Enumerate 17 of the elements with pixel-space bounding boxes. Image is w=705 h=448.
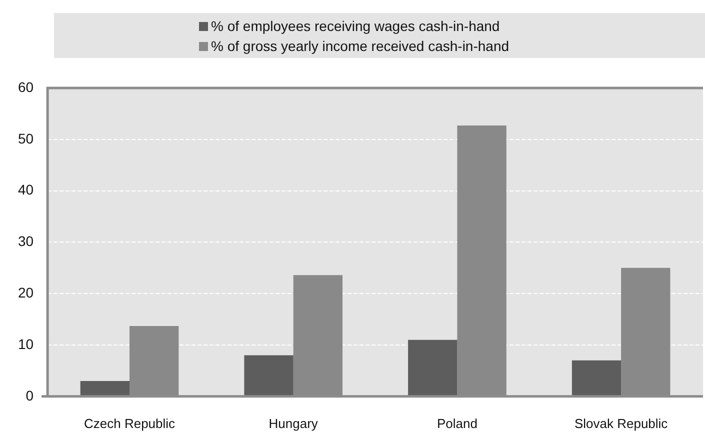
bar: [80, 380, 130, 396]
y-tick-label: 20: [18, 284, 34, 300]
x-tick-label: Slovak Republic: [574, 416, 668, 431]
y-tick-label: 60: [18, 78, 34, 95]
legend-label: % of gross yearly income received cash-in-hand: [211, 38, 510, 54]
y-tick-label: 10: [18, 336, 34, 352]
y-tick-label: 0: [26, 387, 34, 404]
x-tick-label: Hungary: [268, 416, 318, 431]
bar: [408, 340, 458, 396]
y-tick-label: 40: [18, 182, 34, 198]
y-tick-label: 50: [18, 130, 34, 146]
legend-label: % of employees receiving wages cash-in-hand: [211, 18, 500, 34]
y-tick-label: 30: [18, 233, 34, 250]
x-tick-label: Poland: [436, 416, 478, 431]
bar: [244, 355, 294, 396]
bar: [572, 360, 622, 396]
x-tick-label: Czech Republic: [84, 416, 176, 431]
